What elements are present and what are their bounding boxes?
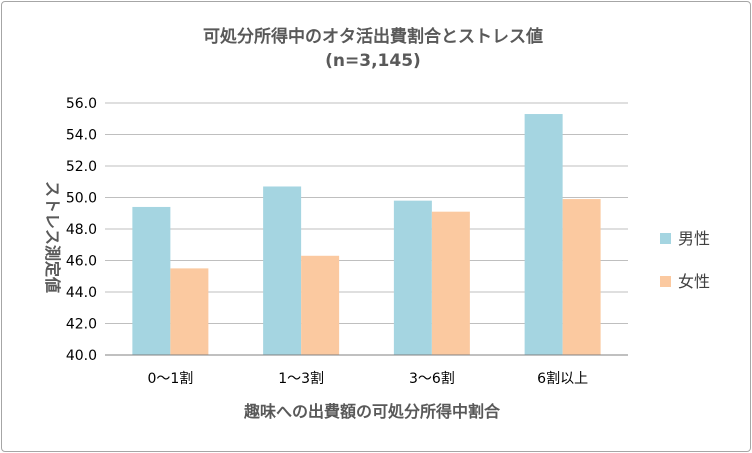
bar-male (132, 206, 171, 355)
x-category-label: 0〜1割 (147, 370, 193, 387)
chart-subtitle: (n=3,145) (325, 51, 421, 71)
bar-female (431, 211, 470, 355)
legend-label: 女性 (678, 272, 710, 291)
y-axis-title: ストレス測定値 (43, 181, 62, 293)
bar-female (170, 268, 209, 355)
y-tick-label: 46.0 (66, 254, 97, 270)
y-axis-ticks: 40.0 42.0 44.0 46.0 48.0 50.0 52.0 54.0 56.0 (66, 96, 97, 364)
bar-male (524, 114, 563, 356)
x-axis-title: 趣味への出費額の可処分所得中割合 (243, 402, 501, 421)
bar-female (301, 255, 340, 355)
y-tick-label: 40.0 (66, 348, 97, 364)
bar-male (393, 200, 432, 355)
x-category-label: 6割以上 (537, 370, 588, 387)
y-tick-label: 50.0 (66, 191, 97, 207)
chart-title: 可処分所得中のオタ活出費割合とストレス値 (203, 26, 543, 47)
legend-swatch (660, 276, 671, 287)
x-category-label: 1〜3割 (278, 370, 324, 387)
y-tick-label: 56.0 (66, 96, 97, 112)
y-tick-label: 42.0 (66, 317, 97, 333)
x-axis-categories: 0〜1割 1〜3割 3〜6割 6割以上 (147, 370, 588, 387)
bar-female (562, 199, 601, 355)
y-tick-label: 44.0 (66, 285, 97, 301)
y-tick-label: 48.0 (66, 222, 97, 238)
bars (132, 114, 601, 356)
bar-male (263, 186, 302, 355)
y-tick-label: 54.0 (66, 128, 97, 144)
legend-swatch (660, 233, 671, 244)
x-category-label: 3〜6割 (409, 370, 455, 387)
legend-label: 男性 (678, 229, 710, 248)
y-tick-label: 52.0 (66, 159, 97, 175)
